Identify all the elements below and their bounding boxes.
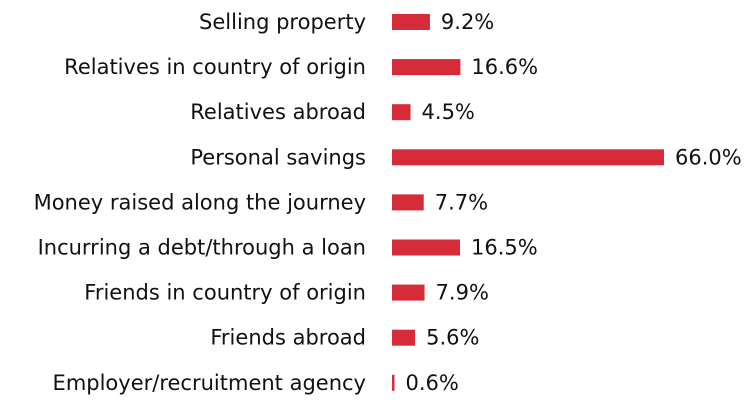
value-label: 9.2% [441, 10, 494, 34]
category-label: Incurring a debt/through a loan [38, 236, 366, 260]
bar [392, 59, 461, 76]
bar [392, 284, 425, 301]
bar [392, 194, 424, 211]
category-label: Selling property [199, 10, 366, 34]
bar [392, 239, 460, 256]
bar [392, 329, 416, 346]
category-label: Personal savings [190, 145, 366, 169]
category-label: Relatives in country of origin [64, 55, 366, 79]
value-label: 0.6% [405, 371, 458, 395]
bar [392, 149, 664, 166]
category-label: Money raised along the journey [34, 190, 366, 214]
value-label: 66.0% [675, 145, 742, 169]
category-label: Employer/recruitment agency [53, 371, 366, 395]
category-label: Friends abroad [210, 326, 366, 350]
bar [392, 374, 395, 391]
category-label: Relatives abroad [190, 100, 366, 124]
value-label: 4.5% [422, 100, 475, 124]
value-label: 5.6% [426, 326, 479, 350]
value-label: 7.9% [436, 281, 489, 305]
bar [392, 14, 430, 30]
bar [392, 104, 411, 121]
value-label: 16.5% [471, 236, 538, 260]
value-label: 7.7% [435, 190, 488, 214]
value-label: 16.6% [471, 55, 538, 79]
category-label: Friends in country of origin [84, 281, 366, 305]
